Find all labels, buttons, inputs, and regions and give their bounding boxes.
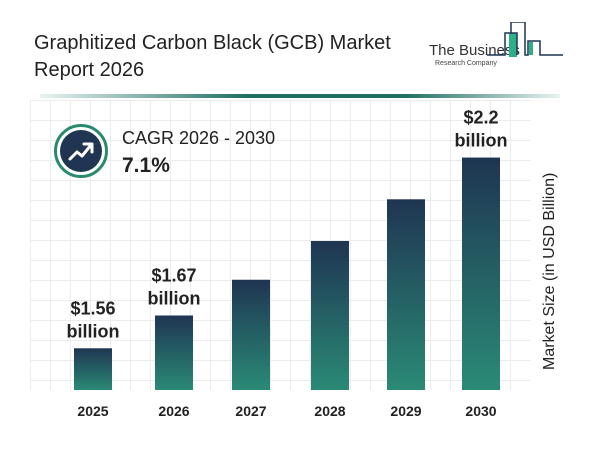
x-tick-label: 2029: [390, 403, 421, 419]
bar-2029: [387, 199, 425, 390]
bar-2028: [311, 241, 349, 390]
cagr-badge: [54, 124, 108, 178]
bar-2030: [462, 157, 500, 390]
header-divider: [40, 94, 560, 98]
background-grid: [30, 100, 530, 390]
data-label: $2.2: [463, 108, 498, 128]
data-label: billion: [67, 321, 120, 341]
data-label: billion: [455, 131, 508, 151]
data-label: $1.56: [70, 298, 115, 318]
cagr-label: CAGR 2026 - 2030: [122, 128, 276, 148]
x-tick-label: 2030: [465, 403, 496, 419]
x-tick-label: 2027: [235, 403, 266, 419]
logo-buildings-icon: [487, 22, 563, 57]
data-label: billion: [148, 289, 201, 309]
bar-2027: [232, 279, 270, 390]
bar-2026: [155, 315, 193, 390]
cagr-value: 7.1%: [122, 154, 170, 177]
bar-2025: [74, 348, 112, 390]
trending-up-icon: [68, 142, 94, 161]
x-tick-label: 2025: [77, 403, 108, 419]
y-axis-label: Market Size (in USD Billion): [541, 172, 558, 370]
data-label: $1.67: [151, 266, 196, 286]
company-logo: The Business Research Company: [425, 22, 595, 72]
x-tick-label: 2028: [314, 403, 345, 419]
x-tick-label: 2026: [158, 403, 189, 419]
chart-title: Graphitized Carbon Black (GCB) Market Re…: [34, 32, 391, 81]
logo-text-line2: Research Company: [435, 60, 497, 67]
